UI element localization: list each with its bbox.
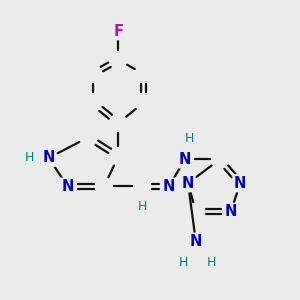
Text: N: N [224, 204, 237, 219]
Text: H: H [137, 200, 147, 214]
Text: N: N [234, 176, 246, 191]
Text: N: N [178, 152, 191, 167]
Text: N: N [43, 150, 55, 165]
Text: H: H [178, 256, 188, 269]
Text: H: H [207, 256, 216, 269]
Text: H: H [25, 152, 34, 164]
Text: H: H [185, 132, 194, 146]
Text: N: N [163, 179, 175, 194]
Text: N: N [190, 234, 202, 249]
Text: N: N [182, 176, 194, 191]
Text: F: F [113, 24, 123, 39]
Text: N: N [61, 179, 74, 194]
